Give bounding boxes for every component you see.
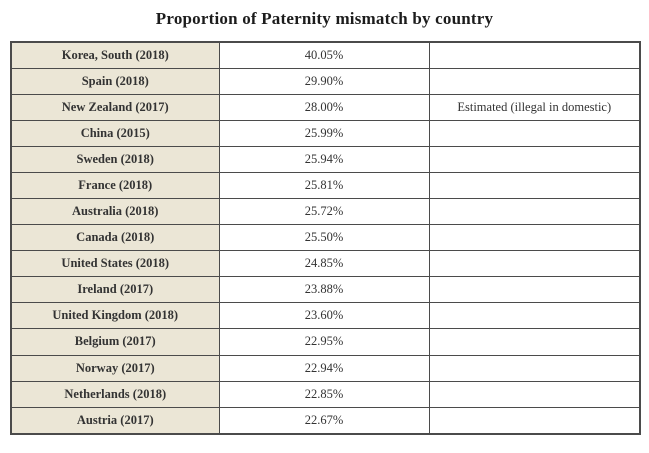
note-cell <box>428 146 641 174</box>
country-cell: Korea, South (2018) <box>10 41 220 70</box>
note-cell <box>428 406 641 435</box>
table-row: China (2015) 25.99% <box>10 120 641 148</box>
country-cell: Ireland (2017) <box>10 276 220 304</box>
table-row: United Kingdom (2018) 23.60% <box>10 302 641 330</box>
note-cell <box>428 172 641 200</box>
table-row: Australia (2018) 25.72% <box>10 198 641 226</box>
value-cell: 23.60% <box>218 302 430 330</box>
paternity-mismatch-table: Korea, South (2018) 40.05% Spain (2018) … <box>10 41 641 435</box>
note-cell <box>428 41 641 70</box>
table-row: Norway (2017) 22.94% <box>10 354 641 382</box>
table-row: Spain (2018) 29.90% <box>10 68 641 96</box>
country-cell: Netherlands (2018) <box>10 380 220 408</box>
value-cell: 22.95% <box>218 328 430 356</box>
table-row: France (2018) 25.81% <box>10 172 641 200</box>
value-cell: 23.88% <box>218 276 430 304</box>
table-row: Belgium (2017) 22.95% <box>10 328 641 356</box>
value-cell: 28.00% <box>218 94 430 122</box>
country-cell: Belgium (2017) <box>10 328 220 356</box>
table-row: Canada (2018) 25.50% <box>10 224 641 252</box>
note-cell <box>428 120 641 148</box>
country-cell: Norway (2017) <box>10 354 220 382</box>
country-cell: Australia (2018) <box>10 198 220 226</box>
country-cell: France (2018) <box>10 172 220 200</box>
value-cell: 25.72% <box>218 198 430 226</box>
note-cell <box>428 224 641 252</box>
value-cell: 24.85% <box>218 250 430 278</box>
country-cell: Spain (2018) <box>10 68 220 96</box>
table-row: United States (2018) 24.85% <box>10 250 641 278</box>
note-cell: Estimated (illegal in domestic) <box>428 94 641 122</box>
table-row: Netherlands (2018) 22.85% <box>10 380 641 408</box>
note-cell <box>428 198 641 226</box>
table-row: Austria (2017) 22.67% <box>10 406 641 435</box>
country-cell: China (2015) <box>10 120 220 148</box>
value-cell: 22.67% <box>218 406 430 435</box>
note-cell <box>428 302 641 330</box>
country-cell: Austria (2017) <box>10 406 220 435</box>
note-cell <box>428 328 641 356</box>
value-cell: 25.94% <box>218 146 430 174</box>
value-cell: 25.50% <box>218 224 430 252</box>
value-cell: 40.05% <box>218 41 430 70</box>
value-cell: 22.94% <box>218 354 430 382</box>
note-cell <box>428 276 641 304</box>
country-cell: Canada (2018) <box>10 224 220 252</box>
country-cell: United States (2018) <box>10 250 220 278</box>
country-cell: Sweden (2018) <box>10 146 220 174</box>
note-cell <box>428 250 641 278</box>
value-cell: 25.99% <box>218 120 430 148</box>
note-cell <box>428 354 641 382</box>
country-cell: New Zealand (2017) <box>10 94 220 122</box>
value-cell: 25.81% <box>218 172 430 200</box>
table-row: Korea, South (2018) 40.05% <box>10 41 641 70</box>
note-cell <box>428 68 641 96</box>
page-title: Proportion of Paternity mismatch by coun… <box>155 9 494 28</box>
note-cell <box>428 380 641 408</box>
table-row: Ireland (2017) 23.88% <box>10 276 641 304</box>
country-cell: United Kingdom (2018) <box>10 302 220 330</box>
value-cell: 22.85% <box>218 380 430 408</box>
value-cell: 29.90% <box>218 68 430 96</box>
table-row: Sweden (2018) 25.94% <box>10 146 641 174</box>
table-row: New Zealand (2017) 28.00% Estimated (ill… <box>10 94 641 122</box>
